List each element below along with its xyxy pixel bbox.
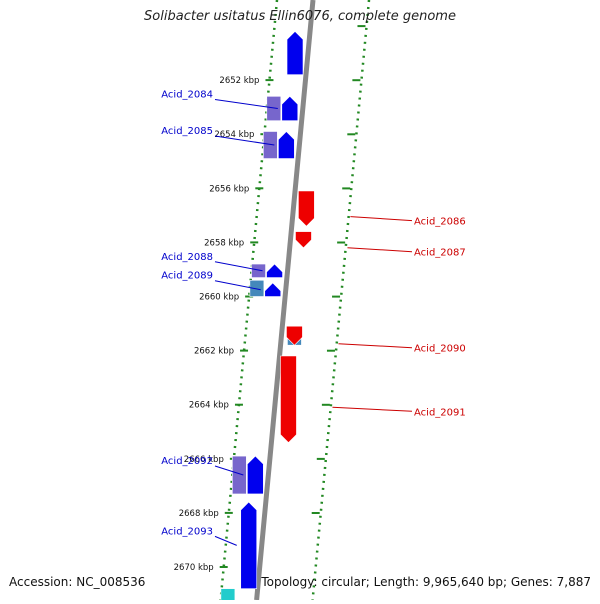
gene-label: Acid_2087 xyxy=(414,248,466,259)
left-dotted-track xyxy=(219,0,279,601)
gene-label: Acid_2092 xyxy=(161,456,213,467)
gene-arrow xyxy=(280,355,297,443)
gene-label: Acid_2084 xyxy=(161,90,213,101)
gene-leader-line xyxy=(350,216,413,222)
gene-arrow xyxy=(295,231,312,249)
gene-arrow xyxy=(240,501,258,589)
gene-label: Acid_2091 xyxy=(414,407,466,418)
genome-backbone xyxy=(254,0,316,601)
gene-label: Acid_2089 xyxy=(161,271,213,282)
gene-arrow xyxy=(281,95,299,121)
gene-leader-line xyxy=(338,343,413,349)
homolog-block xyxy=(249,279,265,297)
gene-arrow xyxy=(286,325,303,346)
gene-leader-line xyxy=(214,261,263,272)
gene-label: Acid_2093 xyxy=(161,526,213,537)
homolog-block xyxy=(266,96,282,121)
homolog-block xyxy=(263,131,278,159)
gene-leader-line xyxy=(332,406,413,412)
gene-arrow xyxy=(298,190,315,227)
gene-label: Acid_2086 xyxy=(414,217,466,228)
kbp-label: 2668 kbp xyxy=(179,509,219,519)
kbp-label: 2654 kbp xyxy=(214,130,254,140)
gene-leader-line xyxy=(214,99,278,109)
gene-leader-line xyxy=(214,280,261,291)
kbp-label: 2662 kbp xyxy=(194,347,234,357)
kbp-label: 2652 kbp xyxy=(219,76,259,86)
gene-arrow xyxy=(264,282,282,297)
gene-label: Acid_2085 xyxy=(161,126,213,137)
gene-label: Acid_2088 xyxy=(161,252,213,263)
gene-arrow xyxy=(266,263,283,278)
homolog-block xyxy=(220,588,236,604)
gene-leader-line xyxy=(347,247,413,253)
homolog-block xyxy=(251,263,266,278)
gene-leader-line xyxy=(214,535,237,546)
gene-leader-line xyxy=(214,465,244,476)
gene-arrow xyxy=(247,455,264,495)
kbp-label: 2670 kbp xyxy=(174,563,214,573)
kbp-label: 2656 kbp xyxy=(209,184,249,194)
kbp-label: 2660 kbp xyxy=(199,293,239,303)
gene-leader-line xyxy=(214,135,275,146)
gene-arrow xyxy=(286,30,304,75)
kbp-label: 2666 kbp xyxy=(184,455,224,465)
gene-arrow xyxy=(278,131,295,159)
kbp-label: 2658 kbp xyxy=(204,238,244,248)
accession-text: Accession: NC_008536 xyxy=(9,575,146,589)
homolog-block xyxy=(232,455,247,495)
right-dotted-track xyxy=(311,0,371,601)
map-title: Solibacter usitatus Ellin6076, complete … xyxy=(144,9,456,24)
kbp-label: 2664 kbp xyxy=(189,401,229,411)
topology-summary: Topology: circular; Length: 9,965,640 bp… xyxy=(261,575,591,589)
gene-label: Acid_2090 xyxy=(414,344,466,355)
